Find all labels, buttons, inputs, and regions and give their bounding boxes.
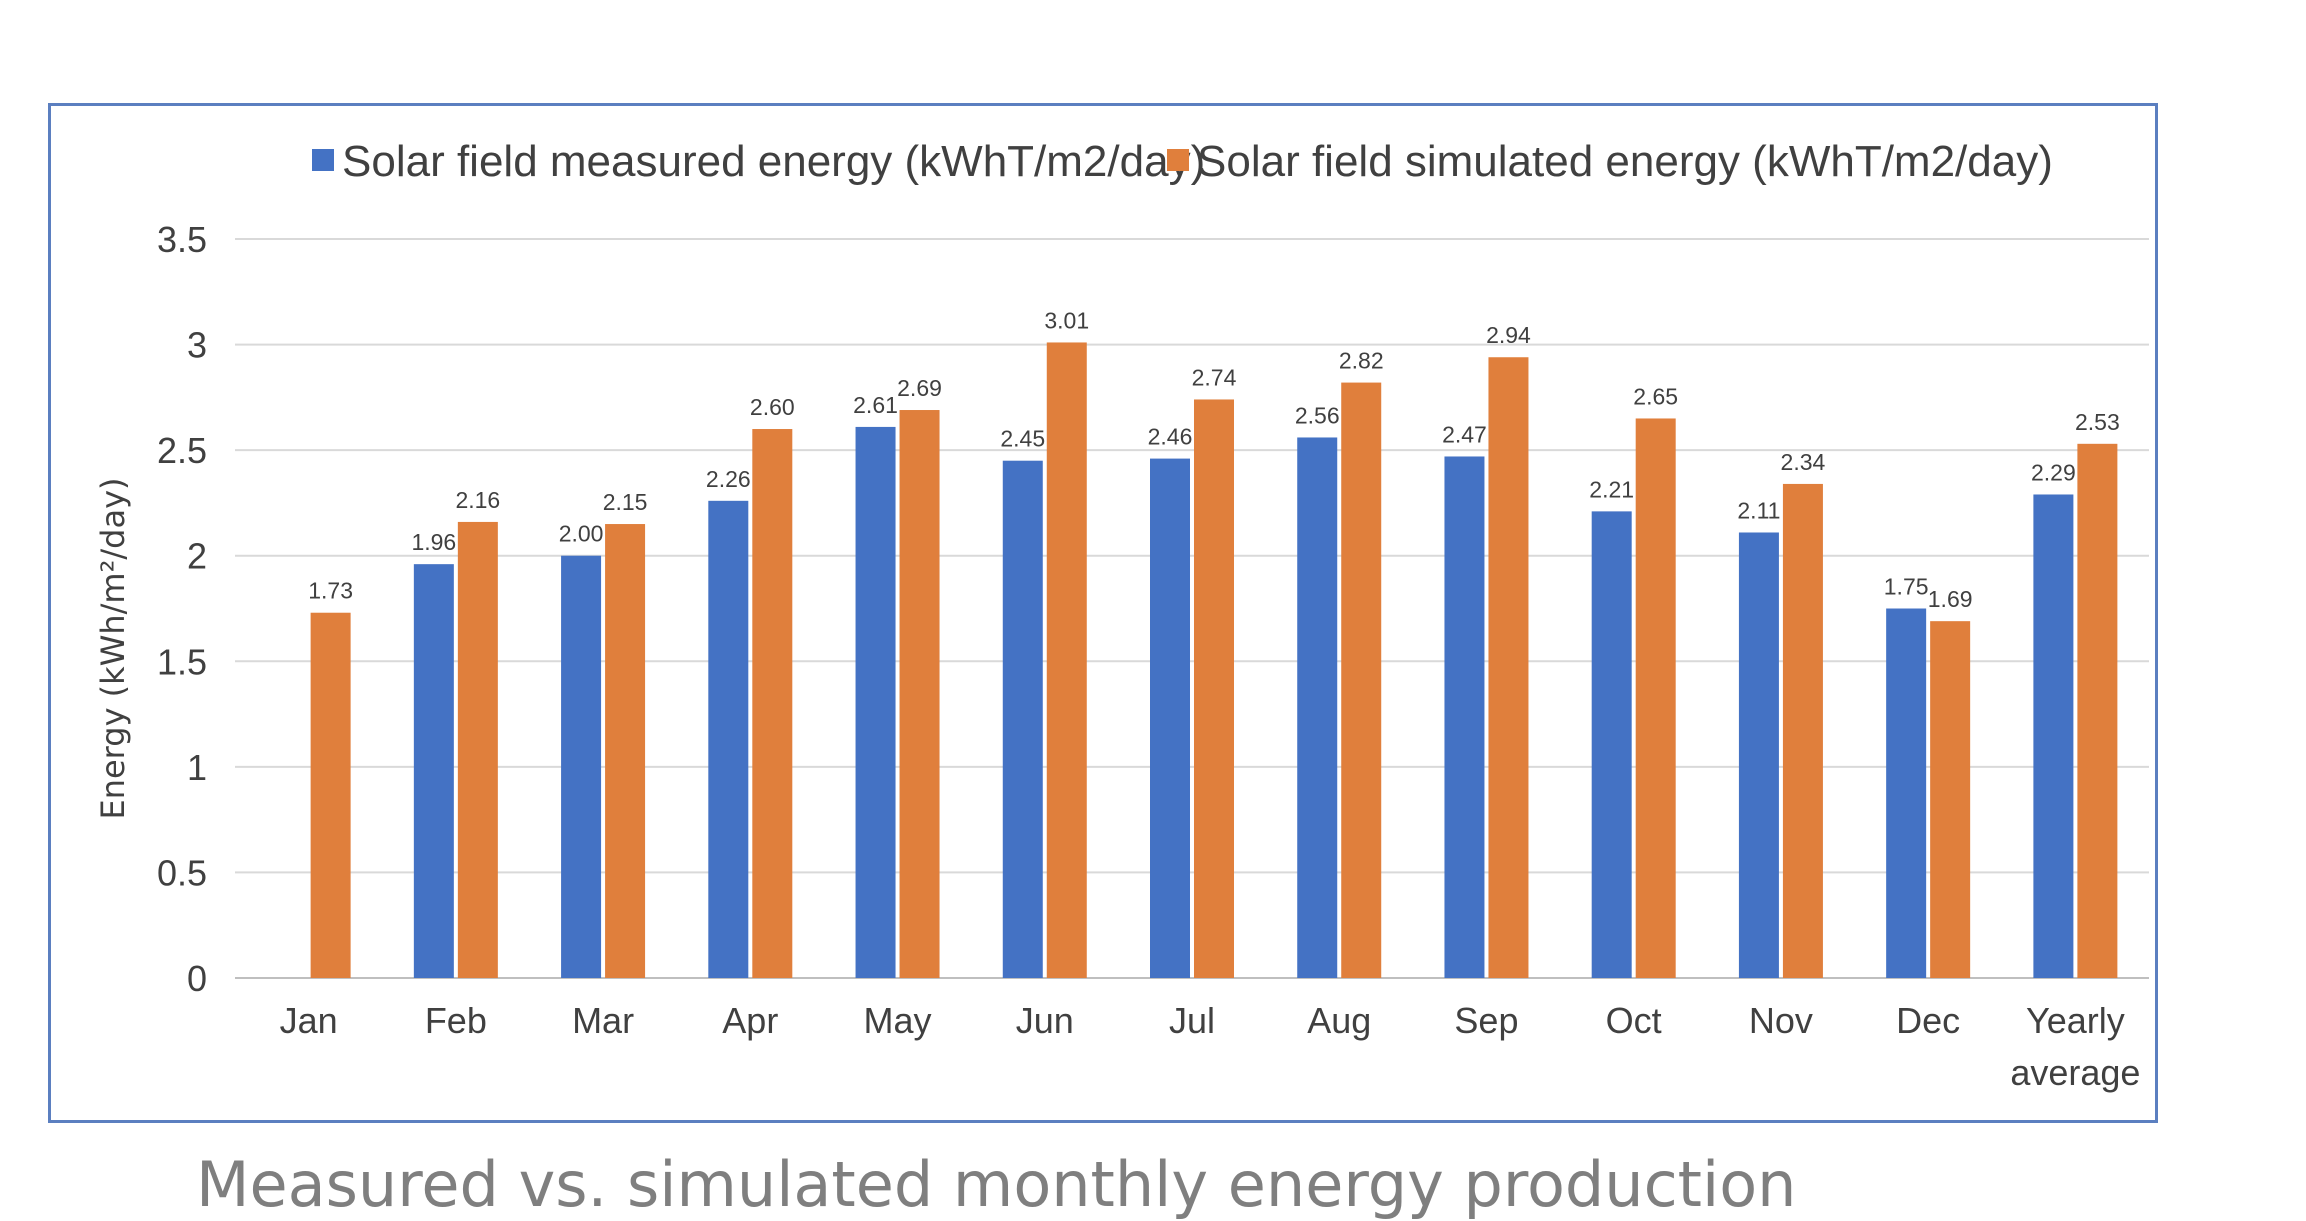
x-tick-label: Oct — [1606, 1000, 1662, 1041]
bar-simulated — [1930, 621, 1971, 978]
figure-caption: Measured vs. simulated monthly energy pr… — [196, 1148, 1797, 1221]
data-label: 1.69 — [1928, 586, 1973, 612]
x-tick-label: May — [864, 1000, 932, 1041]
bar-measured — [1738, 532, 1779, 978]
legend-label-simulated: Solar field simulated energy (kWhT/m2/da… — [1197, 137, 2053, 186]
y-tick-label: 0 — [187, 958, 207, 999]
x-tick-label: Apr — [722, 1000, 778, 1041]
bar-measured — [1297, 437, 1338, 979]
data-label: 2.53 — [2075, 409, 2120, 435]
bar-measured — [1444, 456, 1485, 978]
bar-measured — [1591, 511, 1632, 978]
legend-swatch-simulated — [1167, 149, 1189, 171]
data-label: 2.47 — [1442, 421, 1487, 447]
bar-measured — [1002, 460, 1043, 978]
data-label: 1.73 — [308, 578, 353, 604]
x-tick-label: Mar — [572, 1000, 634, 1041]
data-label: 2.16 — [455, 487, 500, 513]
data-label: 2.29 — [2031, 459, 2076, 485]
x-tick-label: Jul — [1169, 1000, 1215, 1041]
data-label: 2.74 — [1192, 364, 1237, 390]
bar-measured — [2033, 494, 2074, 978]
data-label: 1.96 — [411, 529, 456, 555]
data-label: 2.60 — [750, 394, 795, 420]
data-label: 2.65 — [1633, 383, 1678, 409]
bar-measured — [413, 564, 454, 978]
data-label: 2.11 — [1737, 497, 1780, 523]
data-label: 3.01 — [1044, 307, 1089, 333]
bar-simulated — [310, 612, 351, 978]
bar-simulated — [1782, 483, 1823, 978]
data-label: 2.00 — [559, 521, 604, 547]
x-tick-label: Nov — [1749, 1000, 1813, 1041]
bar-simulated — [1341, 382, 1382, 978]
y-axis-label: Energy (kWh/m²/day) — [94, 477, 132, 819]
x-tick-label: Jun — [1016, 1000, 1074, 1041]
x-tick-label: Dec — [1896, 1000, 1960, 1041]
data-label: 2.21 — [1589, 476, 1634, 502]
data-label: 2.45 — [1000, 426, 1045, 452]
data-label: 2.56 — [1295, 402, 1340, 428]
x-tick-label: Jan — [280, 1000, 338, 1041]
bar-simulated — [1046, 342, 1087, 978]
legend-label-measured: Solar field measured energy (kWhT/m2/day… — [342, 137, 1205, 186]
y-tick-label: 3.5 — [157, 219, 207, 260]
data-label: 2.82 — [1339, 348, 1384, 374]
bar-simulated — [899, 410, 940, 978]
bar-simulated — [605, 524, 646, 978]
bar-measured — [561, 555, 602, 978]
y-tick-label: 3 — [187, 325, 207, 366]
data-label: 2.46 — [1148, 424, 1193, 450]
data-label: 2.69 — [897, 375, 942, 401]
y-tick-label: 2.5 — [157, 430, 207, 471]
x-tick-label: Feb — [425, 1000, 487, 1041]
bar-simulated — [2077, 443, 2118, 978]
y-tick-label: 1 — [187, 747, 207, 788]
bar-simulated — [457, 521, 498, 978]
y-tick-label: 1.5 — [157, 641, 207, 682]
x-tick-label: Aug — [1307, 1000, 1371, 1041]
bar-simulated — [1635, 418, 1676, 978]
bar-measured — [1150, 458, 1190, 978]
bar-simulated — [752, 429, 793, 978]
data-label: 1.75 — [1884, 574, 1929, 600]
bar-measured — [1886, 608, 1927, 978]
data-label: 2.15 — [603, 489, 648, 515]
data-label: 2.94 — [1486, 322, 1531, 348]
data-label: 2.61 — [853, 392, 898, 418]
data-label: 2.34 — [1781, 449, 1826, 475]
bar-measured — [708, 500, 749, 978]
x-tick-label: Sep — [1454, 1000, 1518, 1041]
x-tick-label: Yearly — [2026, 1000, 2125, 1041]
bar-simulated — [1194, 399, 1234, 978]
chart-frame: 0 0.5 1 1.5 2 2.5 3 3.5 Energy (kWh/m²/day) 1.73 J… — [48, 103, 2158, 1123]
legend-swatch-measured — [312, 149, 334, 171]
bar-simulated — [1488, 357, 1529, 978]
y-tick-label: 0.5 — [157, 852, 207, 893]
x-tick-label: average — [2010, 1052, 2140, 1093]
data-label: 2.26 — [706, 466, 751, 492]
y-tick-label: 2 — [187, 536, 207, 577]
bar-measured — [855, 426, 896, 979]
